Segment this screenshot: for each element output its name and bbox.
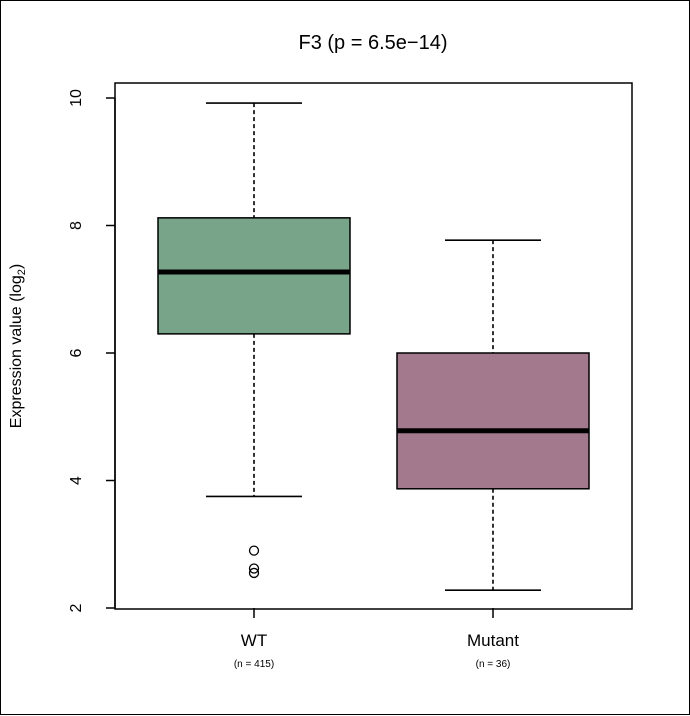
outlier-point [248,563,260,574]
y-axis-label: Expression value (log2) [8,264,28,428]
y-axis-label-main: Expression value (log [8,275,25,428]
plot-area-border [114,82,633,610]
y-tick-label: 6 [68,348,85,357]
chart-title: F3 (p = 6.5e−14) [299,32,448,54]
outlier-point [248,545,260,556]
x-tick-label: WT [241,631,267,650]
y-axis-label-close: ) [8,264,25,269]
box-group-mutant: Mutant (n = 36) [396,239,590,670]
y-tick-label: 10 [68,89,85,107]
y-tick-label: 2 [68,603,85,612]
iqr-box [396,352,590,490]
group-n-label: (n = 415) [234,659,274,670]
y-axis-label-subscript: 2 [16,269,28,275]
box-group-wt: WT (n = 415) [157,102,351,670]
y-tick-label: 4 [68,476,85,485]
group-n-label: (n = 36) [476,659,511,670]
outlier-point [248,567,260,579]
y-tick-label: 8 [68,221,85,230]
box-series: WT (n = 415) Mutant (n = 36) [157,102,590,670]
x-tick-label: Mutant [467,631,519,650]
iqr-box [157,217,351,335]
y-axis: 2 4 6 8 10 [68,89,116,612]
